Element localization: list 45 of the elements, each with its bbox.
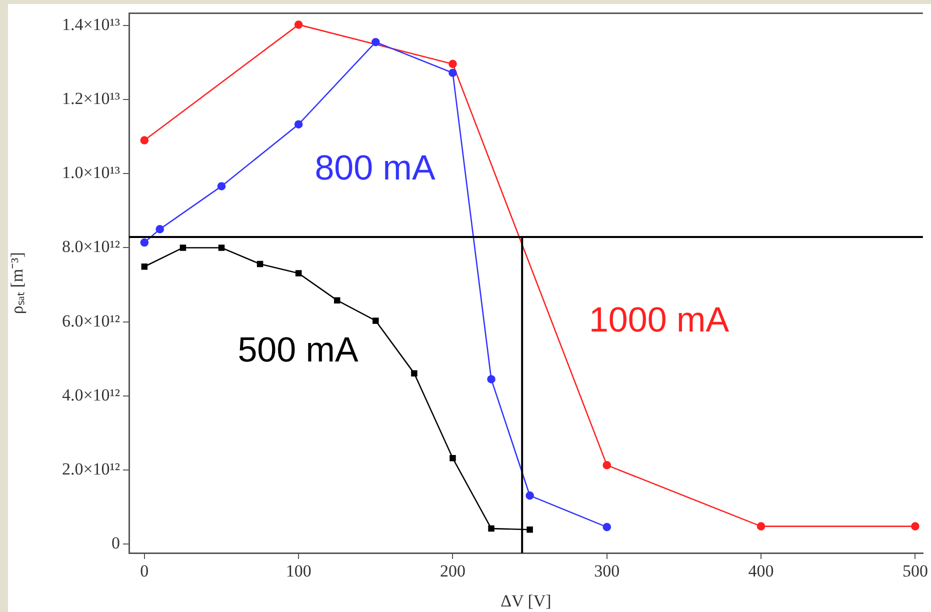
y-tick-label: 1.4×10¹³ xyxy=(62,14,120,34)
point xyxy=(140,238,149,247)
point xyxy=(140,136,149,144)
point xyxy=(448,60,457,68)
point xyxy=(372,38,380,46)
point xyxy=(411,370,418,376)
point xyxy=(217,182,226,190)
y-tick-label: 1.0×10¹³ xyxy=(62,163,120,182)
y-tick-label: 0 xyxy=(112,534,120,553)
point xyxy=(256,260,264,268)
y-axis-title: ρₛₐₜ [m⁻³] xyxy=(8,252,27,314)
point xyxy=(526,491,534,500)
point xyxy=(180,244,186,251)
point xyxy=(911,522,920,530)
x-tick-label: 200 xyxy=(440,562,466,581)
point xyxy=(448,68,457,77)
point xyxy=(756,522,766,530)
point xyxy=(141,263,148,270)
point xyxy=(602,461,612,470)
y-tick-label: 1.2×10¹³ xyxy=(62,88,120,108)
x-axis-title: ΔV [V] xyxy=(500,591,552,610)
point xyxy=(218,244,225,251)
series-label: 500 mA xyxy=(238,330,359,370)
point xyxy=(295,270,302,276)
point xyxy=(156,225,164,234)
y-tick-label: 2.0×10¹² xyxy=(62,459,120,478)
y-tick-label: 4.0×10¹² xyxy=(62,385,120,404)
point xyxy=(372,318,379,324)
y-tick-label: 8.0×10¹² xyxy=(62,237,120,256)
x-tick-label: 400 xyxy=(748,562,774,581)
point xyxy=(450,455,456,462)
point xyxy=(526,526,533,533)
x-tick-label: 0 xyxy=(140,562,149,581)
point xyxy=(294,120,303,128)
point xyxy=(488,525,494,532)
point xyxy=(294,20,303,29)
x-tick-label: 300 xyxy=(594,562,620,581)
series-label: 1000 mA xyxy=(588,300,730,340)
point xyxy=(487,375,496,384)
series-label: 800 mA xyxy=(314,148,436,188)
point xyxy=(602,522,612,532)
y-tick-label: 6.0×10¹² xyxy=(62,311,120,330)
x-tick-label: 500 xyxy=(902,562,928,581)
x-tick-label: 100 xyxy=(286,562,312,581)
point xyxy=(334,297,340,304)
